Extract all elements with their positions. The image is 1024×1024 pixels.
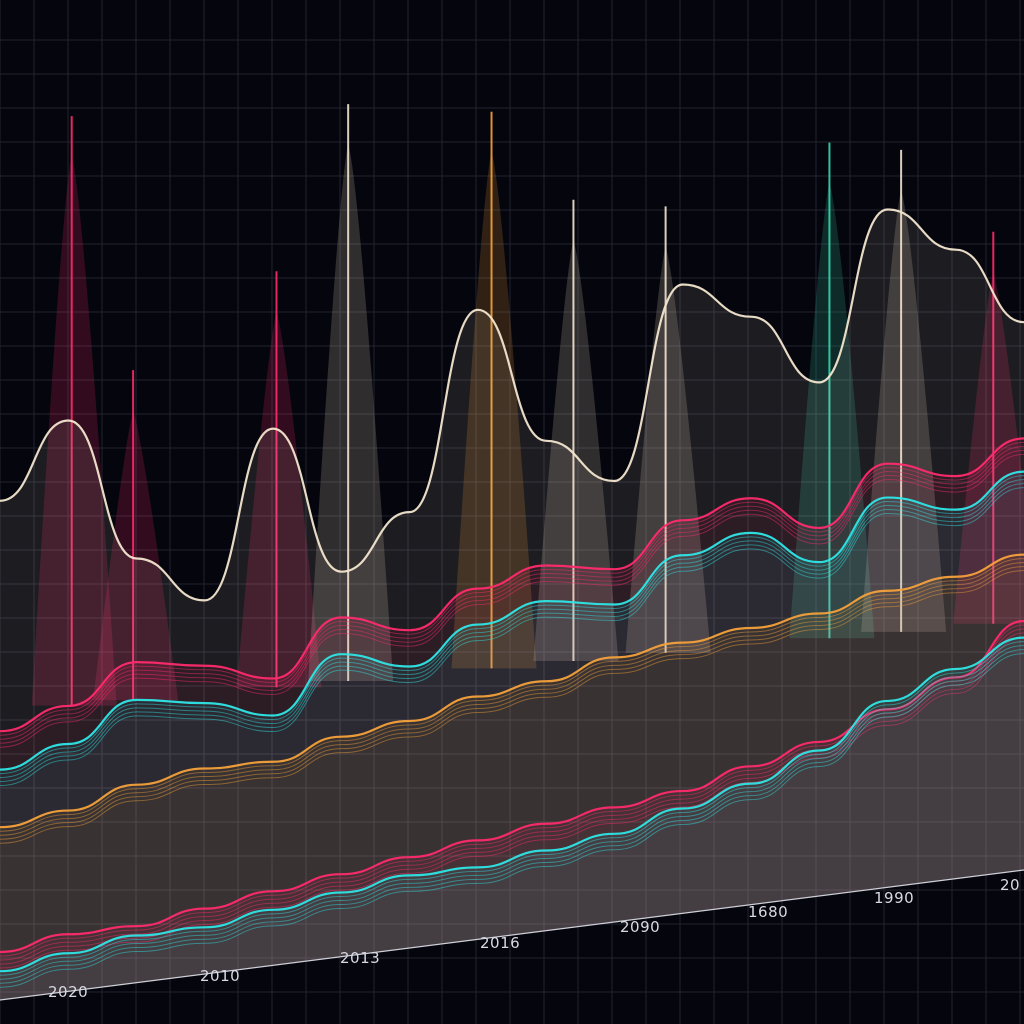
x-tick-label: 2016 <box>480 934 520 952</box>
peak-glow-2 <box>93 410 179 701</box>
series-line-band-1-4 <box>0 453 1024 748</box>
series-line-band-3-0 <box>0 553 1024 829</box>
series-line-band-2-3 <box>0 483 1024 783</box>
x-tick-label: 20 <box>1000 876 1020 894</box>
series-line-floor-2-2 <box>0 645 1024 980</box>
x-tick-label: 1990 <box>874 889 914 907</box>
peak-glow-9 <box>861 189 947 632</box>
x-tick-label: 2013 <box>340 949 380 967</box>
series-line-band-1-1 <box>0 441 1024 736</box>
series-line-floor-1-3 <box>0 632 1024 965</box>
x-tick-label: 2010 <box>200 967 240 985</box>
series-line-band-1-3 <box>0 449 1024 744</box>
x-tick-label: 2020 <box>48 983 88 1001</box>
series-line-envelope-0 <box>0 208 1024 602</box>
series-line-floor-2-3 <box>0 649 1024 984</box>
peak-glow-6 <box>533 239 619 662</box>
series-line-band-3-3 <box>0 566 1024 840</box>
series-line-band-3-1 <box>0 558 1024 832</box>
series-line-band-2-4 <box>0 487 1024 787</box>
series-line-band-3-2 <box>0 562 1024 836</box>
series-area-band-3 <box>0 554 1024 1000</box>
series-line-floor-2-4 <box>0 653 1024 988</box>
series-line-band-2-1 <box>0 475 1024 775</box>
series-line-band-1-0 <box>0 437 1024 733</box>
series-line-floor-2-1 <box>0 641 1024 976</box>
peak-glow-7 <box>625 246 711 653</box>
x-axis <box>0 869 1024 1001</box>
series-line-floor-2-0 <box>0 636 1024 973</box>
peak-spikes <box>31 104 1024 706</box>
series-area-floor-2 <box>0 637 1024 1000</box>
series-area-band-2 <box>0 471 1024 1001</box>
series-line-floor-1-0 <box>0 619 1024 954</box>
peak-glow-3 <box>236 311 322 688</box>
peak-glow-8 <box>789 182 875 639</box>
series-area-envelope <box>0 209 1024 1000</box>
series-line-floor-1-1 <box>0 624 1024 957</box>
series-line-band-1-2 <box>0 445 1024 740</box>
peak-glow-10 <box>953 271 1024 624</box>
series-area-floor-1 <box>0 621 1024 1000</box>
series-line-floor-1-2 <box>0 628 1024 961</box>
x-axis-ticks: 2020 2010 2013 2016 2090 1680 1990 20 <box>48 876 1020 1001</box>
series-area-band-1 <box>0 438 1024 1000</box>
x-axis-line <box>0 869 1024 1001</box>
peak-glow-1 <box>31 156 117 706</box>
series-areas <box>0 208 1024 1001</box>
x-tick-label: 1680 <box>748 903 788 921</box>
series-line-band-2-2 <box>0 479 1024 779</box>
peak-glow-5 <box>451 151 537 669</box>
series-line-band-3-4 <box>0 570 1024 844</box>
series-line-band-2-0 <box>0 470 1024 771</box>
x-tick-label: 2090 <box>620 918 660 936</box>
